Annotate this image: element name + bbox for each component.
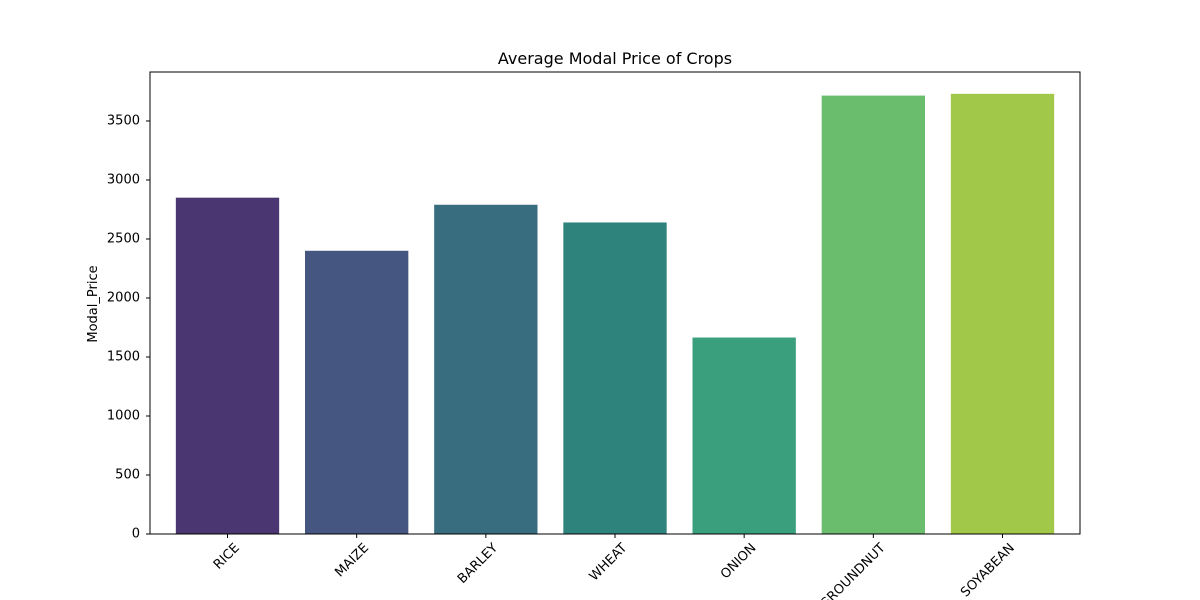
- x-axis: RICE MAIZE BARLEY WHEAT ONION GROUNDNUT SOYABE…: [211, 534, 1018, 600]
- y-tick-label: 3000: [107, 172, 140, 187]
- chart-title: Average Modal Price of Crops: [498, 49, 732, 68]
- bar-onion: [693, 338, 796, 534]
- y-tick-label: 2500: [107, 231, 140, 246]
- bar-wheat: [563, 222, 666, 534]
- x-tick-label: RICE: [211, 541, 243, 573]
- y-tick-label: 0: [132, 527, 140, 542]
- x-tick-label: ONION: [718, 541, 760, 583]
- x-tick-label: SOYABEAN: [958, 541, 1018, 600]
- bar-rice: [176, 198, 279, 534]
- y-tick-label: 1500: [107, 349, 140, 364]
- x-tick-label: GROUNDNUT: [817, 541, 888, 600]
- bar-soyabean: [951, 94, 1054, 534]
- y-tick-label: 1000: [107, 408, 140, 423]
- y-tick-label: 2000: [107, 290, 140, 305]
- y-tick-label: 3500: [107, 113, 140, 128]
- y-axis: 0 500 1000 1500 2000 2500 3000 3500: [107, 113, 150, 541]
- y-axis-label: Modal_Price: [86, 265, 101, 342]
- x-tick-label: MAIZE: [332, 541, 372, 581]
- x-tick-label: BARLEY: [455, 541, 501, 587]
- x-tick-label: WHEAT: [587, 541, 631, 585]
- bar-groundnut: [822, 96, 925, 534]
- y-tick-label: 500: [115, 467, 140, 482]
- bar-maize: [305, 251, 408, 534]
- bars-group: [176, 94, 1054, 534]
- bar-barley: [434, 205, 537, 534]
